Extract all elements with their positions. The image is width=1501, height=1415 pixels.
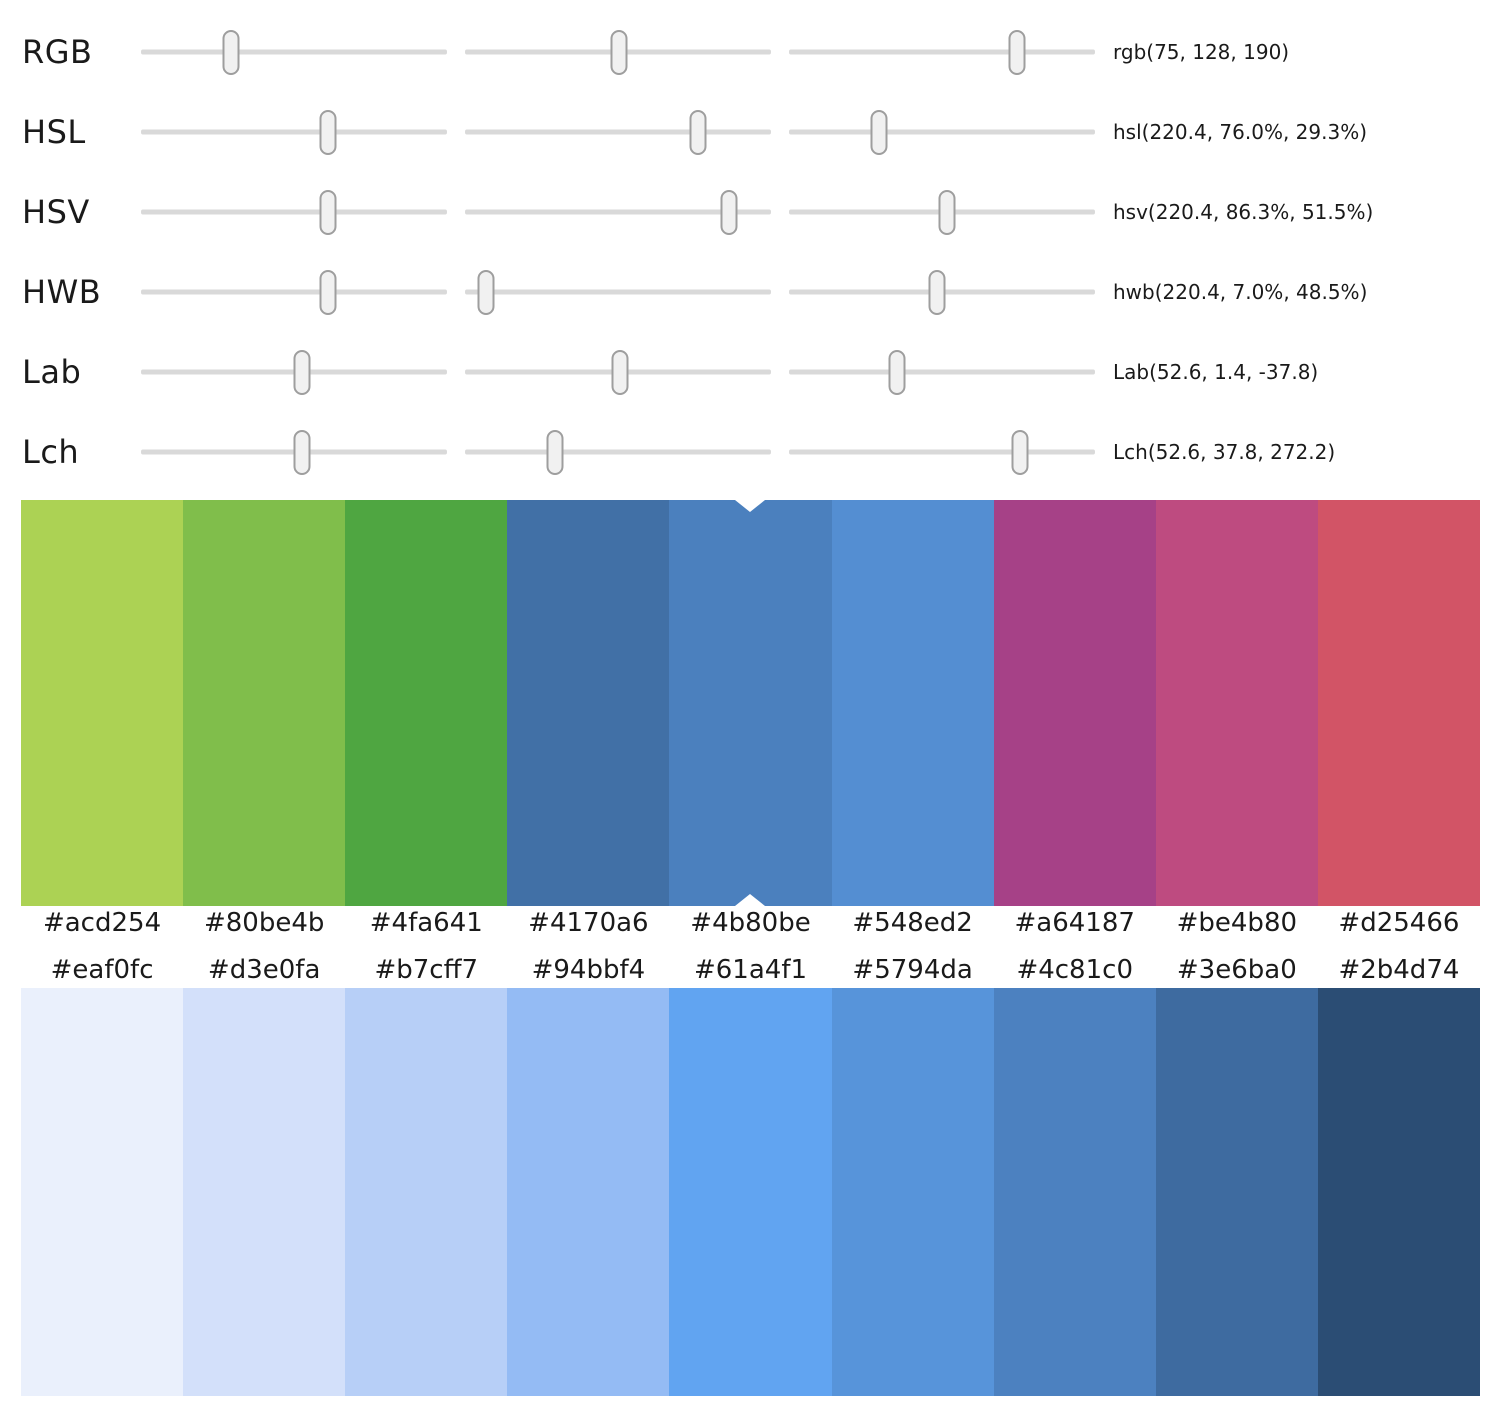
hue-palette	[21, 500, 1480, 906]
slider-track[interactable]	[141, 29, 447, 75]
slider-track[interactable]	[141, 189, 447, 235]
slider-row: HWB hwb(220.4, 7.0%, 48.5%)	[0, 252, 1501, 332]
slider-thumb[interactable]	[319, 189, 337, 235]
color-swatch[interactable]	[1155, 500, 1318, 906]
slider-thumb[interactable]	[1008, 29, 1026, 75]
slider-track[interactable]	[465, 109, 771, 155]
slider-thumb[interactable]	[870, 109, 888, 155]
color-swatch[interactable]	[993, 500, 1156, 906]
hex-label: #3e6ba0	[1176, 955, 1297, 985]
slider-thumb[interactable]	[477, 269, 495, 315]
slider-track[interactable]	[141, 269, 447, 315]
hex-label: #2b4d74	[1338, 955, 1460, 985]
slider-thumb[interactable]	[319, 269, 337, 315]
color-swatch[interactable]	[345, 988, 508, 1396]
slider-track[interactable]	[465, 189, 771, 235]
slider-track[interactable]	[789, 269, 1095, 315]
color-swatch[interactable]	[183, 988, 346, 1396]
color-swatch[interactable]	[21, 988, 184, 1396]
color-swatch[interactable]	[993, 988, 1156, 1396]
hex-label: #94bbf4	[531, 955, 646, 985]
slider-track[interactable]	[465, 29, 771, 75]
color-swatch[interactable]	[1317, 988, 1480, 1396]
colorspace-label: HSL	[22, 113, 86, 151]
slider-thumb[interactable]	[689, 109, 707, 155]
hex-label: #61a4f1	[693, 955, 808, 985]
colorspace-label: Lab	[22, 353, 82, 391]
slider-thumb[interactable]	[610, 29, 628, 75]
color-swatch[interactable]	[21, 500, 184, 906]
slider-thumb[interactable]	[720, 189, 738, 235]
shade-hex-labels: #eaf0fc #d3e0fa #b7cff7 #94bbf4 #61a4f1 #5794…	[21, 946, 1480, 994]
selection-notch-top	[735, 500, 766, 512]
slider-track[interactable]	[465, 349, 771, 395]
colorspace-label: Lch	[22, 433, 80, 471]
hex-label: #d25466	[1338, 908, 1460, 938]
hex-label: #b7cff7	[374, 955, 479, 985]
slider-thumb[interactable]	[319, 109, 337, 155]
slider-thumb[interactable]	[611, 349, 629, 395]
slider-track[interactable]	[465, 269, 771, 315]
color-value-text: hsv(220.4, 86.3%, 51.5%)	[1113, 200, 1374, 224]
slider-track[interactable]	[141, 349, 447, 395]
slider-thumb[interactable]	[222, 29, 240, 75]
color-swatch[interactable]	[669, 500, 832, 906]
shade-palette	[21, 988, 1480, 1396]
slider-track[interactable]	[789, 349, 1095, 395]
hex-label: #a64187	[1014, 908, 1135, 938]
hue-hex-labels: #acd254 #80be4b #4fa641 #4170a6 #4b80be #548e…	[21, 899, 1480, 947]
slider-row: Lch Lch(52.6, 37.8, 272.2)	[0, 412, 1501, 492]
slider-track[interactable]	[141, 109, 447, 155]
hex-label: #be4b80	[1176, 908, 1298, 938]
color-value-text: Lch(52.6, 37.8, 272.2)	[1113, 440, 1336, 464]
color-swatch[interactable]	[831, 500, 994, 906]
colorspace-label: HSV	[22, 193, 90, 231]
color-swatch[interactable]	[1317, 500, 1480, 906]
color-swatch[interactable]	[507, 500, 670, 906]
slider-row: RGB rgb(75, 128, 190)	[0, 12, 1501, 92]
hex-label: #acd254	[42, 908, 162, 938]
hex-label: #80be4b	[203, 908, 325, 938]
slider-track[interactable]	[789, 429, 1095, 475]
slider-row: HSV hsv(220.4, 86.3%, 51.5%)	[0, 172, 1501, 252]
slider-track[interactable]	[465, 429, 771, 475]
colorspace-label: HWB	[22, 273, 102, 311]
hex-label: #4fa641	[369, 908, 483, 938]
slider-thumb[interactable]	[293, 349, 311, 395]
hex-label: #4c81c0	[1016, 955, 1133, 985]
color-value-text: hwb(220.4, 7.0%, 48.5%)	[1113, 280, 1368, 304]
colorspace-label: RGB	[22, 33, 93, 71]
color-swatch[interactable]	[831, 988, 994, 1396]
hex-label: #5794da	[852, 955, 973, 985]
slider-thumb[interactable]	[546, 429, 564, 475]
hex-label: #d3e0fa	[207, 955, 321, 985]
color-value-text: hsl(220.4, 76.0%, 29.3%)	[1113, 120, 1368, 144]
color-value-text: Lab(52.6, 1.4, -37.8)	[1113, 360, 1319, 384]
slider-thumb[interactable]	[293, 429, 311, 475]
slider-track[interactable]	[789, 29, 1095, 75]
slider-thumb[interactable]	[928, 269, 946, 315]
slider-track[interactable]	[789, 189, 1095, 235]
color-value-text: rgb(75, 128, 190)	[1113, 40, 1290, 64]
color-swatch[interactable]	[345, 500, 508, 906]
slider-row: Lab Lab(52.6, 1.4, -37.8)	[0, 332, 1501, 412]
slider-track[interactable]	[141, 429, 447, 475]
slider-thumb[interactable]	[938, 189, 956, 235]
slider-panel: RGB rgb(75, 128, 190) HSL hsl(220.4, 76.…	[0, 0, 1501, 492]
slider-track[interactable]	[789, 109, 1095, 155]
hex-label: #eaf0fc	[50, 955, 154, 985]
color-swatch[interactable]	[183, 500, 346, 906]
selection-notch-bottom	[735, 894, 766, 906]
hex-label: #548ed2	[852, 908, 973, 938]
color-swatch[interactable]	[1155, 988, 1318, 1396]
slider-row: HSL hsl(220.4, 76.0%, 29.3%)	[0, 92, 1501, 172]
slider-thumb[interactable]	[1011, 429, 1029, 475]
slider-thumb[interactable]	[888, 349, 906, 395]
color-swatch[interactable]	[669, 988, 832, 1396]
hex-label: #4b80be	[690, 908, 811, 938]
color-swatch[interactable]	[507, 988, 670, 1396]
hex-label: #4170a6	[528, 908, 649, 938]
